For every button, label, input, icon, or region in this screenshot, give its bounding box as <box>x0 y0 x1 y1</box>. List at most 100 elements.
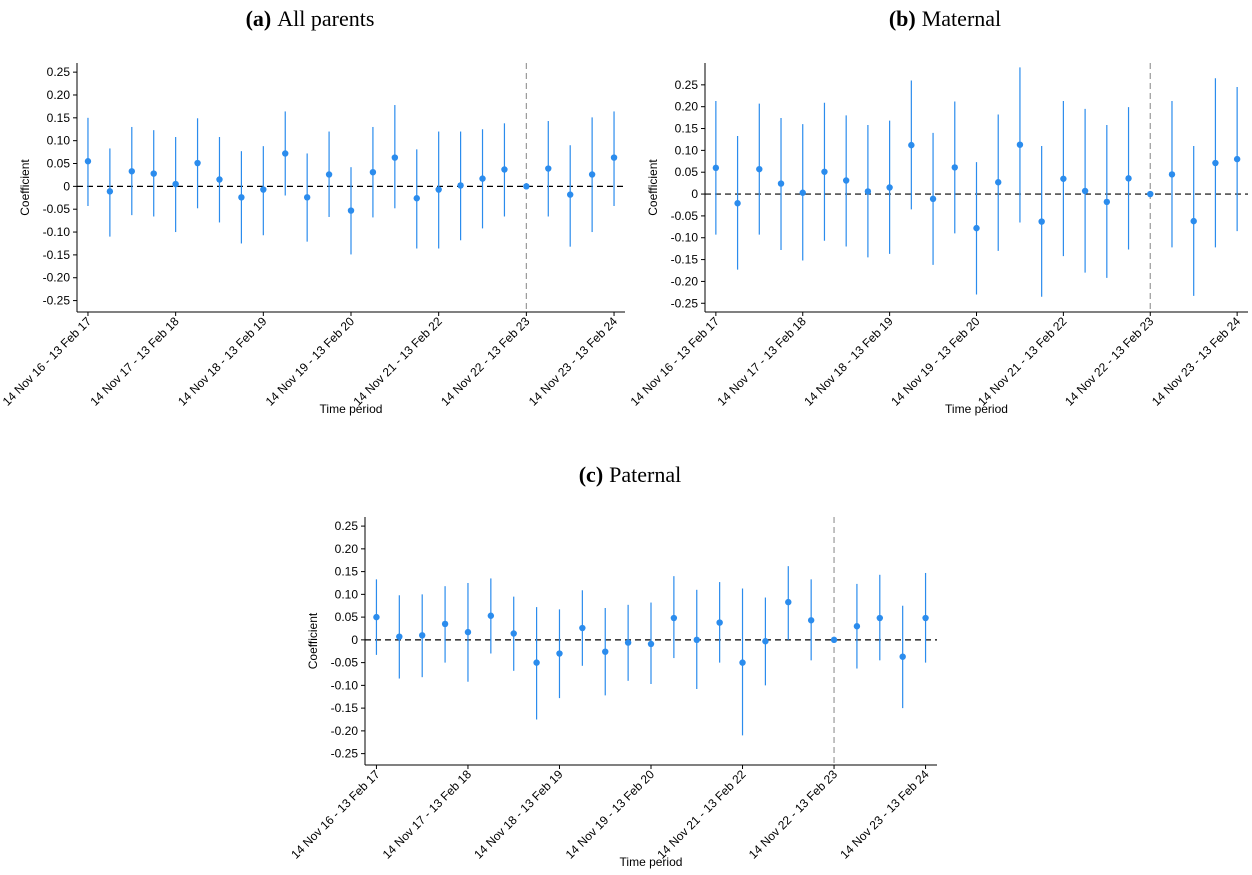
x-tick-label: 14 Nov 23 - 13 Feb 24 <box>1149 314 1244 409</box>
panel-title-text: All parents <box>277 6 374 31</box>
point-estimate <box>1060 175 1067 182</box>
point-estimate <box>303 194 311 201</box>
y-tick-label: -0.25 <box>43 294 71 308</box>
point-estimate <box>579 624 586 632</box>
point-estimate <box>435 186 442 193</box>
point-estimate <box>238 194 245 201</box>
panel-title: (c) Paternal <box>579 462 682 487</box>
point-estimate <box>1212 159 1219 167</box>
point-estimate <box>1147 190 1154 198</box>
y-tick-label: -0.25 <box>331 747 359 761</box>
point-estimate <box>216 176 223 183</box>
y-tick-label: -0.15 <box>331 701 359 715</box>
y-tick-label: -0.10 <box>331 678 359 692</box>
point-estimate <box>785 598 792 606</box>
y-tick-label: 0.20 <box>335 542 359 556</box>
y-tick-label: -0.20 <box>331 724 359 738</box>
panel-title-text: Maternal <box>922 6 1001 31</box>
point-estimate <box>545 165 552 172</box>
point-estimate <box>457 182 464 189</box>
point-estimate <box>523 183 530 190</box>
point-estimate <box>84 158 92 165</box>
point-estimate <box>712 164 720 172</box>
y-tick-label: -0.10 <box>671 231 699 245</box>
y-axis-title: Coefficient <box>18 159 32 216</box>
y-tick-label: 0.15 <box>47 111 71 125</box>
y-tick-label: 0.10 <box>675 143 699 157</box>
point-estimate <box>419 632 426 639</box>
x-tick-label: 14 Nov 18 - 13 Feb 19 <box>175 314 270 409</box>
x-tick-label: 14 Nov 18 - 13 Feb 19 <box>471 767 566 862</box>
x-tick-label: 14 Nov 19 - 13 Feb 20 <box>263 314 358 409</box>
y-tick-label: 0.10 <box>335 587 359 601</box>
x-tick-label: 14 Nov 21 - 13 Feb 22 <box>975 314 1070 409</box>
y-tick-label: -0.05 <box>671 209 699 223</box>
x-tick-label: 14 Nov 17 - 13 Feb 18 <box>715 314 810 409</box>
x-tick-label: 14 Nov 19 - 13 Feb 20 <box>888 314 983 409</box>
x-tick-label: 14 Nov 21 - 13 Feb 22 <box>654 767 749 862</box>
point-estimate <box>464 628 472 636</box>
y-tick-label: -0.15 <box>671 253 699 267</box>
point-estimate <box>951 164 958 171</box>
y-tick-label: 0.20 <box>675 100 699 114</box>
y-tick-label: -0.05 <box>43 202 71 216</box>
x-tick-label: 14 Nov 21 - 13 Feb 22 <box>350 314 445 409</box>
y-tick-label: -0.05 <box>331 656 359 670</box>
point-estimate <box>799 189 806 196</box>
x-axis-title: Time period <box>945 402 1008 416</box>
panel-label: (b) <box>889 6 916 31</box>
point-estimate <box>624 639 632 646</box>
point-estimate <box>501 166 508 173</box>
point-estimate <box>325 171 333 178</box>
y-tick-label: -0.20 <box>43 271 71 285</box>
point-estimate <box>391 154 399 161</box>
x-tick-label: 14 Nov 22 - 13 Feb 23 <box>1062 314 1157 409</box>
point-estimate <box>693 636 700 644</box>
y-tick-label: 0 <box>351 633 358 647</box>
point-estimate <box>510 630 517 637</box>
point-estimate <box>1168 171 1176 178</box>
x-axis-title: Time period <box>620 855 683 869</box>
point-estimate <box>716 619 723 626</box>
panel-title: (a) All parents <box>246 6 375 31</box>
x-axis-title: Time period <box>320 402 383 416</box>
point-estimate <box>533 659 540 666</box>
y-tick-label: -0.10 <box>43 225 71 239</box>
point-estimate <box>106 188 114 195</box>
panel-label: (c) <box>579 462 603 487</box>
panel-label: (a) <box>246 6 272 31</box>
x-tick-label: 14 Nov 23 - 13 Feb 24 <box>837 767 932 862</box>
x-tick-label: 14 Nov 17 - 13 Feb 18 <box>380 767 475 862</box>
x-tick-label: 14 Nov 16 - 13 Feb 17 <box>288 767 383 862</box>
point-estimate <box>929 195 937 203</box>
point-estimate <box>647 640 655 648</box>
x-tick-label: 14 Nov 16 - 13 Feb 17 <box>0 314 94 409</box>
point-estimate <box>373 613 380 621</box>
y-tick-label: 0.15 <box>675 122 699 136</box>
x-tick-label: 14 Nov 22 - 13 Feb 23 <box>438 314 533 409</box>
y-tick-label: -0.15 <box>43 248 71 262</box>
point-estimate <box>886 184 893 191</box>
x-tick-label: 14 Nov 16 - 13 Feb 17 <box>628 314 723 409</box>
panel-title: (b) Maternal <box>889 6 1001 31</box>
point-estimate <box>853 623 861 630</box>
y-tick-label: 0.15 <box>335 565 359 579</box>
y-tick-label: 0 <box>691 187 698 201</box>
point-estimate <box>487 612 495 619</box>
point-estimate <box>734 200 741 207</box>
point-estimate <box>756 165 763 173</box>
point-estimate <box>908 141 915 149</box>
point-estimate <box>830 636 838 644</box>
point-estimate <box>1081 187 1089 195</box>
y-tick-label: 0.25 <box>47 65 71 79</box>
y-tick-label: 0.05 <box>335 610 359 624</box>
x-tick-label: 14 Nov 18 - 13 Feb 19 <box>801 314 896 409</box>
y-tick-label: 0.05 <box>47 157 71 171</box>
y-tick-label: 0.25 <box>675 78 699 92</box>
panel-title-text: Paternal <box>609 462 681 487</box>
point-estimate <box>347 207 355 214</box>
y-axis-title: Coefficient <box>306 612 320 669</box>
point-estimate <box>396 633 403 640</box>
point-estimate <box>194 159 201 167</box>
point-estimate <box>864 188 872 195</box>
